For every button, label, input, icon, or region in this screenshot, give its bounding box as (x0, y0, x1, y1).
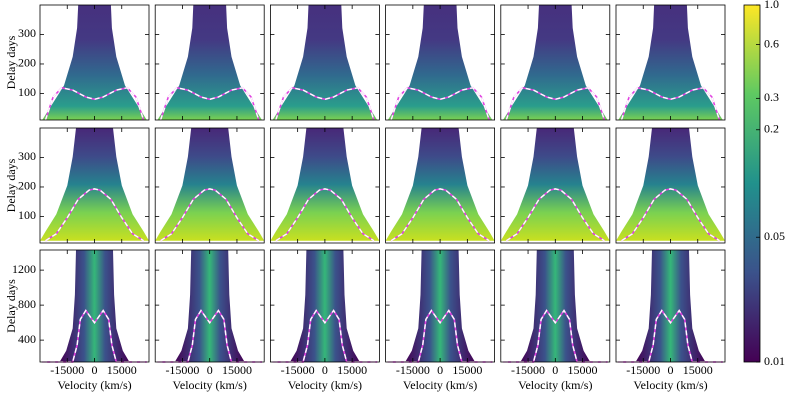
x-tick-label: -15000 (165, 363, 199, 377)
x-tick-label: 0 (668, 363, 674, 377)
x-tick-label: -15000 (50, 363, 84, 377)
model-curve (505, 87, 606, 121)
y-tick-label: 100 (18, 85, 36, 99)
colorbar (743, 4, 761, 363)
x-axis-label: Velocity (km/s) (403, 378, 477, 392)
model-curve (503, 309, 608, 363)
x-tick-label: -15000 (396, 363, 430, 377)
density-map (520, 250, 591, 362)
y-tick-label: 200 (18, 179, 36, 193)
y-tick-label: 800 (18, 297, 36, 311)
density-map (270, 128, 380, 241)
density-map (59, 250, 130, 362)
density-map (157, 5, 262, 120)
x-tick-label: 15000 (222, 363, 252, 377)
model-curve (621, 188, 720, 242)
model-curve (272, 309, 378, 363)
x-axis-label: Velocity (km/s) (57, 378, 131, 392)
x-tick-label: 0 (552, 363, 558, 377)
x-tick-label: 0 (437, 363, 443, 377)
x-tick-label: 15000 (683, 363, 713, 377)
model-curve (159, 87, 260, 121)
x-tick-label: 0 (92, 363, 98, 377)
density-map (405, 250, 475, 362)
model-curve (157, 309, 262, 363)
colorbar-tick-label: 0.05 (764, 229, 785, 243)
x-tick-label: 0 (207, 363, 213, 377)
model-curve (505, 188, 605, 242)
x-axis-label: Velocity (km/s) (518, 378, 592, 392)
model-curve (390, 87, 490, 121)
x-tick-label: -15000 (626, 363, 660, 377)
x-tick-label: 0 (322, 363, 328, 377)
y-tick-label: 1200 (12, 262, 36, 276)
y-tick-label: 400 (18, 332, 36, 346)
model-curve (42, 309, 147, 363)
density-map (635, 250, 706, 362)
density-map (155, 128, 265, 241)
model-curve (45, 188, 144, 242)
x-tick-label: -15000 (511, 363, 545, 377)
model-curve (160, 188, 260, 242)
y-tick-label: 300 (18, 26, 36, 40)
y-axis-label: Delay days (4, 279, 18, 333)
model-curve (387, 309, 493, 363)
density-map (40, 128, 149, 241)
x-tick-label: 15000 (107, 363, 137, 377)
x-tick-label: 15000 (568, 363, 598, 377)
model-curve (44, 87, 145, 121)
model-curve (390, 188, 490, 242)
y-tick-label: 300 (18, 149, 36, 163)
density-map (385, 128, 495, 241)
colorbar-tick-label: 0.6 (764, 36, 779, 50)
density-map (500, 128, 610, 241)
y-axis-label: Delay days (4, 158, 18, 212)
colorbar-tick-label: 0.01 (764, 354, 785, 368)
model-curve (275, 87, 375, 121)
density-map (272, 5, 378, 120)
y-tick-label: 200 (18, 56, 36, 70)
colorbar-tick-label: 0.3 (764, 90, 779, 104)
density-map (42, 5, 147, 120)
model-curve (275, 188, 375, 242)
density-map (616, 128, 725, 241)
colorbar-tick-label: 0.2 (764, 122, 779, 136)
density-map (503, 5, 608, 120)
x-axis-label: Velocity (km/s) (288, 378, 362, 392)
x-axis-label: Velocity (km/s) (633, 378, 707, 392)
x-axis-label: Velocity (km/s) (173, 378, 247, 392)
model-curve (620, 87, 721, 121)
colorbar-tick-label: 1.0 (764, 0, 779, 11)
x-tick-label: -15000 (281, 363, 315, 377)
density-map (290, 250, 360, 362)
x-tick-label: 15000 (452, 363, 482, 377)
model-curve (618, 309, 723, 363)
x-tick-label: 15000 (337, 363, 367, 377)
y-tick-label: 100 (18, 208, 36, 222)
y-axis-label: Delay days (4, 35, 18, 89)
density-map (618, 5, 723, 120)
density-map (387, 5, 493, 120)
density-map (174, 250, 245, 362)
